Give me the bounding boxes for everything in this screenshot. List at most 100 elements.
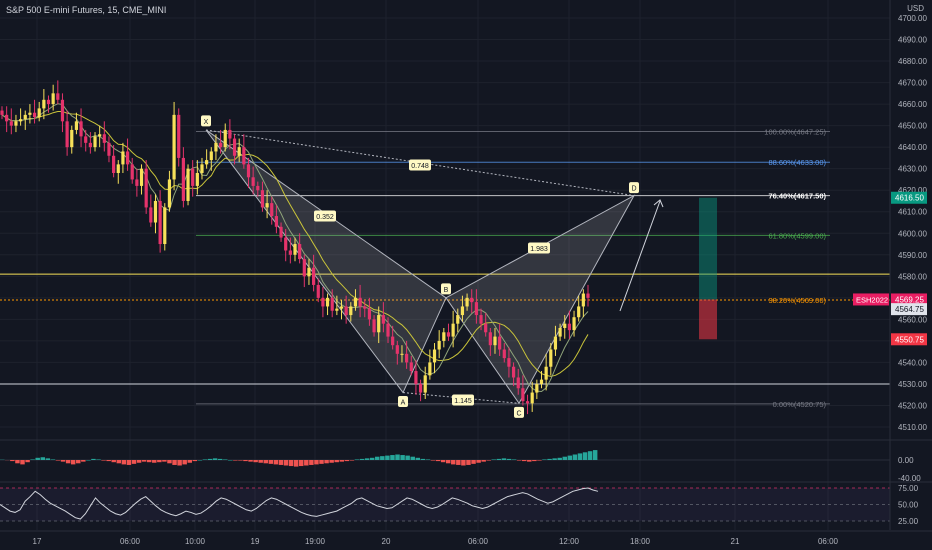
macd-bar xyxy=(537,460,542,461)
harmonic-pattern[interactable]: 0.748 0.352 1.983 1.145 X A B C D xyxy=(201,115,664,418)
macd-pane: 0.00 -40.00 xyxy=(0,439,932,483)
time-tick-label: 19:00 xyxy=(305,537,326,546)
candle-body xyxy=(437,340,441,350)
macd-bar xyxy=(410,456,415,460)
macd-bar xyxy=(96,459,101,460)
price-tick-label: 4640.00 xyxy=(898,143,927,152)
macd-bar xyxy=(60,460,66,462)
candle-body xyxy=(23,114,27,120)
candle-body xyxy=(191,168,195,186)
macd-bar xyxy=(349,460,355,461)
macd-bar xyxy=(309,460,314,465)
candle-body xyxy=(102,134,106,143)
candle-body xyxy=(79,121,83,137)
time-tick-label: 19 xyxy=(251,537,260,546)
macd-bar xyxy=(50,459,56,460)
macd-bar xyxy=(516,460,522,461)
macd-bar xyxy=(425,459,431,460)
candle-body xyxy=(558,327,562,337)
candle-body xyxy=(460,306,465,316)
price-tick-label: 4670.00 xyxy=(898,79,927,88)
candle-body xyxy=(563,323,567,328)
candle-body xyxy=(181,157,185,201)
candle-body xyxy=(139,168,144,186)
candle-body xyxy=(0,110,4,115)
macd-tick-label: 0.00 xyxy=(898,456,914,465)
candle-body xyxy=(484,323,488,333)
candle-body xyxy=(116,164,120,173)
candle-body xyxy=(195,172,199,186)
macd-bar xyxy=(116,460,122,464)
price-tick-label: 4660.00 xyxy=(898,100,927,109)
candle-body xyxy=(474,302,478,316)
macd-bar xyxy=(268,460,274,464)
ratio-label: 1.983 xyxy=(530,246,548,253)
price-tick-label: 4530.00 xyxy=(898,380,927,389)
macd-bar xyxy=(506,458,512,460)
price-tick-label: 4540.00 xyxy=(898,358,927,367)
candle-body xyxy=(74,121,79,130)
fib-level-label: 61.80%(4599.00) xyxy=(768,231,826,240)
rsi-tick-label: 25.00 xyxy=(898,517,919,526)
candle-body xyxy=(223,129,227,148)
candle-body xyxy=(121,151,125,165)
candle-body xyxy=(125,151,130,165)
macd-bar xyxy=(592,450,598,460)
macd-bar xyxy=(324,460,329,464)
candle-body xyxy=(307,267,311,277)
candle-body xyxy=(42,99,46,109)
candle-body xyxy=(237,147,241,156)
candle-body xyxy=(144,168,148,208)
macd-bar xyxy=(319,460,324,464)
macd-bar xyxy=(146,460,152,463)
fibonacci-retracement[interactable]: 100.00%(4647.25) 88.60%(4633.00) 76.40%(46… xyxy=(0,128,890,409)
chart-header: S&P 500 E-mini Futures, 15, CME_MINI xyxy=(6,5,166,15)
macd-bar xyxy=(542,459,547,460)
take-profit-price-label: 4616.50 xyxy=(895,194,924,203)
point-label: C xyxy=(516,410,521,417)
macd-bar xyxy=(415,457,421,460)
candle-body xyxy=(242,147,246,165)
macd-bar xyxy=(511,459,517,460)
candle-body xyxy=(60,99,65,122)
point-label-box xyxy=(514,406,524,418)
candle-body xyxy=(98,134,102,137)
macd-bar xyxy=(258,460,263,463)
position-profit-zone xyxy=(699,197,717,300)
fib-level-label: 76.40%(4617.50) xyxy=(768,192,826,201)
candle-body xyxy=(488,332,492,346)
fib-level-label: 0.00%(4520.75) xyxy=(773,400,827,409)
macd-bar xyxy=(202,459,208,460)
candle-body xyxy=(418,383,423,393)
candle-body xyxy=(205,160,209,165)
candle-body xyxy=(321,297,325,307)
macd-bar xyxy=(65,460,71,464)
stop-price-label-box xyxy=(891,333,927,346)
macd-bar xyxy=(430,460,436,461)
macd-bar xyxy=(86,460,91,461)
rsi-line xyxy=(0,487,599,520)
stop-price-label: 4550.75 xyxy=(895,335,924,344)
macd-bar xyxy=(35,457,40,460)
candle-body xyxy=(372,319,376,333)
horizontal-lines xyxy=(0,273,890,385)
macd-bar xyxy=(121,460,127,465)
candle-body xyxy=(288,250,292,255)
previous-close-label-box xyxy=(891,303,927,316)
macd-bar xyxy=(243,460,248,462)
candle-body xyxy=(153,200,158,223)
candle-body xyxy=(451,323,455,337)
macd-bar xyxy=(532,460,537,462)
candle-body xyxy=(65,121,69,148)
time-tick-label: 18:00 xyxy=(630,537,651,546)
long-position-tool[interactable] xyxy=(699,197,717,340)
candle-body xyxy=(423,375,427,393)
price-tick-label: 4650.00 xyxy=(898,122,927,131)
macd-bar xyxy=(293,460,299,467)
macd-bar xyxy=(527,460,532,462)
macd-bar xyxy=(288,460,294,467)
candle-body xyxy=(270,203,274,217)
ratio-label-box xyxy=(528,242,550,254)
